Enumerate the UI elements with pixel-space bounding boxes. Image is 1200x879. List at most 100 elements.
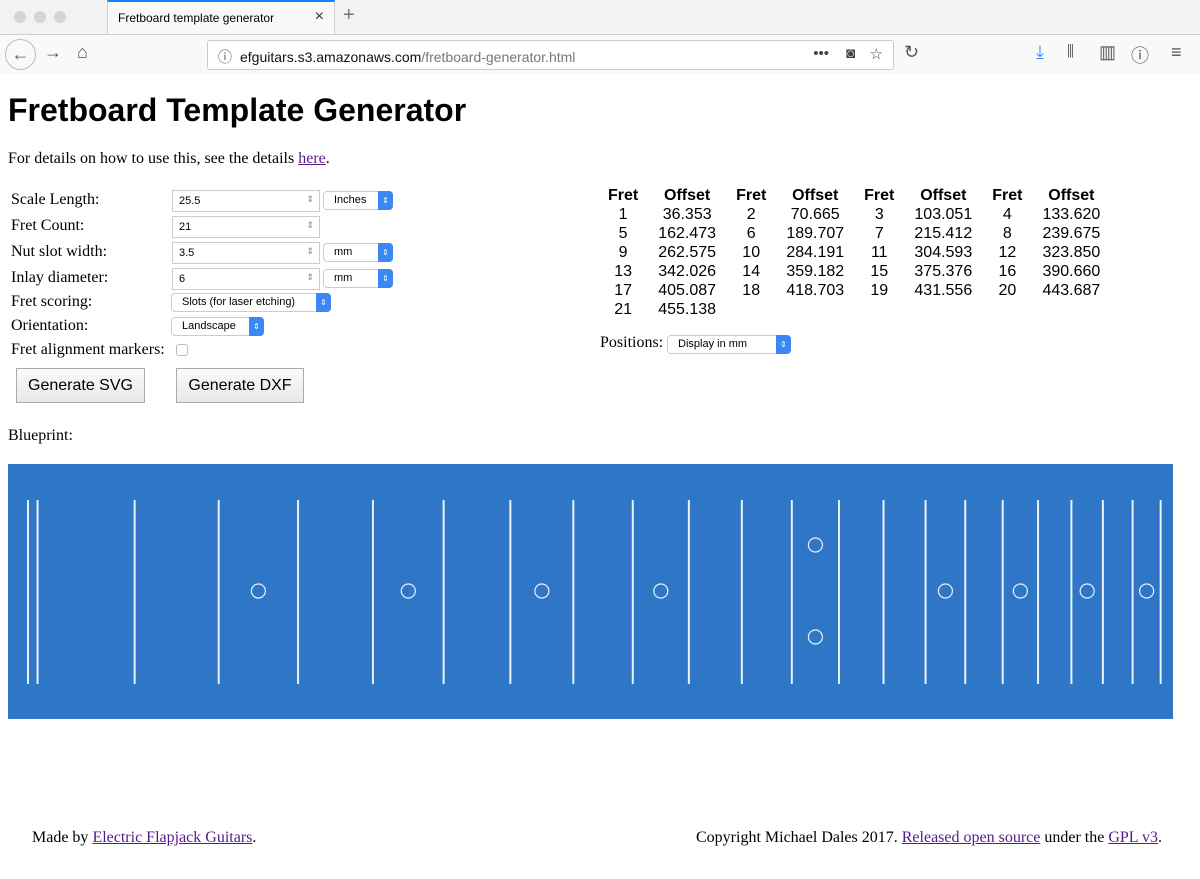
offset-cell: 304.593: [914, 244, 973, 261]
fret-markers-checkbox[interactable]: [176, 344, 188, 356]
fret-cell: 18: [742, 282, 761, 299]
fret-scoring-label: Fret scoring:: [11, 293, 93, 310]
offset-cell: 359.182: [786, 263, 845, 280]
offset-cell: 323.850: [1042, 244, 1101, 261]
more-icon[interactable]: •••: [813, 45, 829, 62]
browser-tab[interactable]: Fretboard template generator ×: [107, 0, 335, 34]
offset-header: Offset: [792, 187, 839, 204]
fret-cell: 9: [618, 244, 628, 261]
table-row: 13 342.026 14 359.182 15 375.376 16 390.660: [598, 262, 1110, 281]
offset-cell: 443.687: [1042, 282, 1101, 299]
offset-cell: 36.353: [662, 206, 712, 223]
footer-made-by: Made by Electric Flapjack Guitars.: [32, 829, 257, 846]
open-source-link[interactable]: Released open source: [901, 829, 1041, 846]
blueprint-canvas: [8, 464, 1173, 719]
scale-length-input[interactable]: 25.5 ⇕: [172, 190, 320, 212]
offset-cell: 455.138: [658, 301, 717, 318]
offset-cell: 103.051: [914, 206, 973, 223]
table-row: 17 405.087 18 418.703 19 431.556 20 443.687: [598, 281, 1110, 300]
fret-cell: 17: [614, 282, 633, 299]
library-icon[interactable]: ⫼: [1067, 43, 1074, 60]
download-icon[interactable]: ⤓: [1036, 42, 1044, 62]
offset-cell: 418.703: [786, 282, 845, 299]
sidebar-icon[interactable]: ▥: [1099, 42, 1117, 62]
new-tab-icon[interactable]: +: [343, 4, 355, 26]
positions-select[interactable]: Display in mm ⇕: [667, 335, 791, 354]
nut-slot-width-label: Nut slot width:: [11, 243, 108, 260]
gpl-link[interactable]: GPL v3: [1108, 829, 1158, 846]
fret-cell: 14: [742, 263, 761, 280]
close-tab-icon[interactable]: ×: [314, 8, 324, 25]
fret-offset-table: Fret Offset Fret Offset Fret Offset Fret Offset…: [598, 186, 1110, 319]
fret-header: Fret: [992, 187, 1023, 204]
table-row: 21 455.138: [598, 300, 1110, 319]
fret-cell: 12: [998, 244, 1017, 261]
forward-icon[interactable]: →: [44, 42, 62, 62]
inlay-marker: [937, 583, 954, 599]
pocket-icon[interactable]: ◙: [845, 45, 855, 62]
offset-cell: [904, 300, 982, 319]
nut-slot-width-input[interactable]: 3.5 ⇕: [172, 242, 320, 264]
inlay-marker: [400, 583, 416, 599]
fret-header: Fret: [608, 187, 639, 204]
here-link[interactable]: here: [298, 150, 326, 167]
offset-cell: 342.026: [658, 263, 717, 280]
fret-cell: 15: [870, 263, 889, 280]
nav-bar: ← → ⌂ ⓘ efguitars.s3.amazonaws.com/fretbo…: [0, 34, 1200, 74]
offset-cell: 431.556: [914, 282, 973, 299]
info-icon[interactable]: ⓘ: [218, 49, 232, 65]
fret-cell: 6: [746, 225, 756, 242]
footer-copyright: Copyright Michael Dales 2017. Released o…: [696, 829, 1162, 846]
inlay-marker: [250, 583, 266, 599]
offset-header: Offset: [664, 187, 711, 204]
offset-cell: 215.412: [914, 225, 973, 242]
fret-cell: 3: [874, 206, 884, 223]
extension-icon[interactable]: ⓘ: [1131, 46, 1149, 66]
inlay-marker: [807, 629, 824, 645]
generate-dxf-button[interactable]: Generate DXF: [176, 368, 304, 403]
menu-icon[interactable]: ≡: [1171, 42, 1182, 62]
inlay-diameter-label: Inlay diameter:: [11, 269, 109, 286]
home-icon[interactable]: ⌂: [77, 42, 88, 62]
inlay-diameter-input[interactable]: 6 ⇕: [172, 268, 320, 290]
tab-title: Fretboard template generator: [118, 11, 275, 25]
table-row: 1 36.353 2 70.665 3 103.051 4 133.620: [598, 205, 1110, 224]
nut-unit-select[interactable]: mm ⇕: [323, 243, 393, 262]
offset-cell: 162.473: [658, 225, 717, 242]
inlay-marker: [534, 583, 550, 599]
offset-cell: 390.660: [1042, 263, 1101, 280]
inlay-marker: [1079, 583, 1095, 599]
offset-header: Offset: [920, 187, 967, 204]
inlay-unit-select[interactable]: mm ⇕: [323, 269, 393, 288]
positions-row: Positions: Display in mm ⇕: [600, 334, 791, 354]
generate-svg-button[interactable]: Generate SVG: [16, 368, 145, 403]
fret-count-input[interactable]: 21 ⇕: [172, 216, 320, 238]
fret-cell: 20: [998, 282, 1017, 299]
fret-cell: 13: [614, 263, 633, 280]
fret-cell: 10: [742, 244, 761, 261]
reload-icon[interactable]: ↻: [904, 42, 920, 62]
fret-cell: 11: [870, 244, 888, 261]
fret-markers-label: Fret alignment markers:: [11, 341, 165, 358]
fretboard-background: [8, 464, 1173, 719]
inlay-marker: [1139, 583, 1155, 599]
offset-header: Offset: [1048, 187, 1095, 204]
fret-header: Fret: [736, 187, 767, 204]
offset-cell: 189.707: [786, 225, 845, 242]
table-row: 9 262.575 10 284.191 11 304.593 12 323.850: [598, 243, 1110, 262]
offset-cell: 70.665: [790, 206, 840, 223]
offset-cell: 405.087: [658, 282, 717, 299]
url-bar[interactable]: ⓘ efguitars.s3.amazonaws.com/fretboard-ge…: [207, 40, 894, 70]
inlay-marker: [653, 583, 669, 599]
efg-link[interactable]: Electric Flapjack Guitars: [92, 829, 253, 846]
fret-scoring-select[interactable]: Slots (for laser etching) ⇕: [171, 293, 331, 312]
orientation-select[interactable]: Landscape ⇕: [171, 317, 264, 336]
bookmark-star-icon[interactable]: ☆: [869, 46, 883, 63]
scale-unit-select[interactable]: Inches ⇕: [323, 191, 393, 210]
window-controls[interactable]: [14, 11, 66, 23]
back-icon[interactable]: ←: [5, 39, 36, 70]
fret-count-label: Fret Count:: [11, 217, 85, 234]
scale-length-label: Scale Length:: [11, 191, 100, 208]
inlay-marker: [807, 537, 824, 553]
intro-text: For details on how to use this, see the …: [8, 150, 330, 167]
